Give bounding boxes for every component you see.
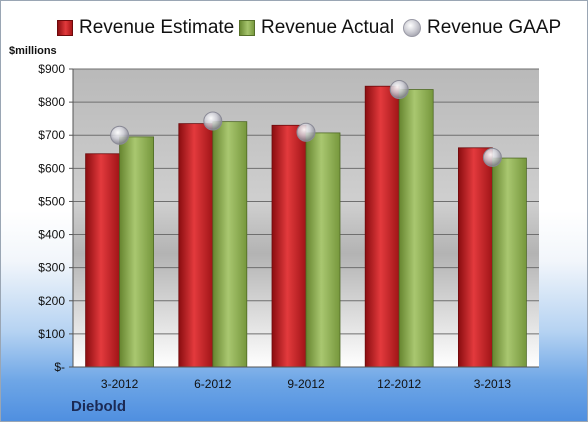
x-tick-label: 6-2012 bbox=[194, 377, 232, 391]
y-axis: $- $100 $200 $300 $400 $500 $600 $700 $800 $900 bbox=[38, 62, 74, 374]
bar-revenue-estimate bbox=[271, 124, 307, 368]
bar-revenue-estimate bbox=[364, 85, 400, 368]
bar-revenue-actual bbox=[212, 121, 248, 368]
legend-marker-gaap bbox=[403, 19, 421, 37]
x-tick-label: 9-2012 bbox=[287, 377, 325, 391]
x-tick-label: 3-2012 bbox=[101, 377, 139, 391]
bar-revenue-actual bbox=[119, 136, 154, 368]
legend-item-revenue-estimate: Revenue Estimate bbox=[57, 17, 234, 39]
company-name: Diebold bbox=[71, 398, 126, 415]
bars bbox=[85, 85, 527, 368]
y-tick-label: $100 bbox=[38, 327, 65, 341]
marker-revenue-gaap bbox=[482, 147, 502, 167]
legend-item-revenue-gaap: Revenue GAAP bbox=[403, 17, 561, 39]
y-tick-label: $400 bbox=[38, 228, 65, 242]
y-axis-unit-label: $millions bbox=[9, 45, 57, 57]
legend-swatch-green bbox=[239, 20, 255, 36]
bar-revenue-actual bbox=[491, 157, 527, 368]
y-tick-label: $- bbox=[54, 360, 65, 374]
legend-label: Revenue Actual bbox=[261, 17, 395, 38]
x-axis: 3-2012 6-2012 9-2012 12-2012 3-2013 bbox=[73, 366, 539, 391]
y-tick-label: $600 bbox=[38, 161, 65, 175]
legend-item-revenue-actual: Revenue Actual bbox=[239, 17, 394, 39]
marker-revenue-gaap bbox=[296, 122, 316, 142]
legend-label: Revenue Estimate bbox=[79, 17, 235, 38]
marker-revenue-gaap bbox=[203, 111, 223, 131]
y-tick-label: $200 bbox=[38, 294, 65, 308]
y-tick-label: $500 bbox=[38, 194, 65, 208]
bar-revenue-estimate bbox=[457, 147, 493, 368]
legend-label: Revenue GAAP bbox=[427, 17, 562, 38]
bar-revenue-actual bbox=[305, 132, 341, 368]
bar-revenue-estimate bbox=[178, 123, 214, 368]
bar-revenue-estimate bbox=[85, 153, 120, 368]
marker-revenue-gaap bbox=[389, 80, 409, 100]
x-tick-label: 12-2012 bbox=[377, 377, 421, 391]
y-tick-label: $300 bbox=[38, 261, 65, 275]
x-tick-label: 3-2013 bbox=[474, 377, 512, 391]
marker-revenue-gaap bbox=[110, 125, 130, 145]
y-tick-label: $800 bbox=[38, 95, 65, 109]
y-tick-label: $900 bbox=[38, 62, 65, 76]
y-tick-label: $700 bbox=[38, 128, 65, 142]
legend-swatch-red bbox=[57, 20, 73, 36]
gaap-markers bbox=[110, 80, 502, 167]
bar-revenue-actual bbox=[398, 89, 434, 368]
chart-legend: Revenue Estimate Revenue Actual Revenue … bbox=[1, 17, 587, 43]
